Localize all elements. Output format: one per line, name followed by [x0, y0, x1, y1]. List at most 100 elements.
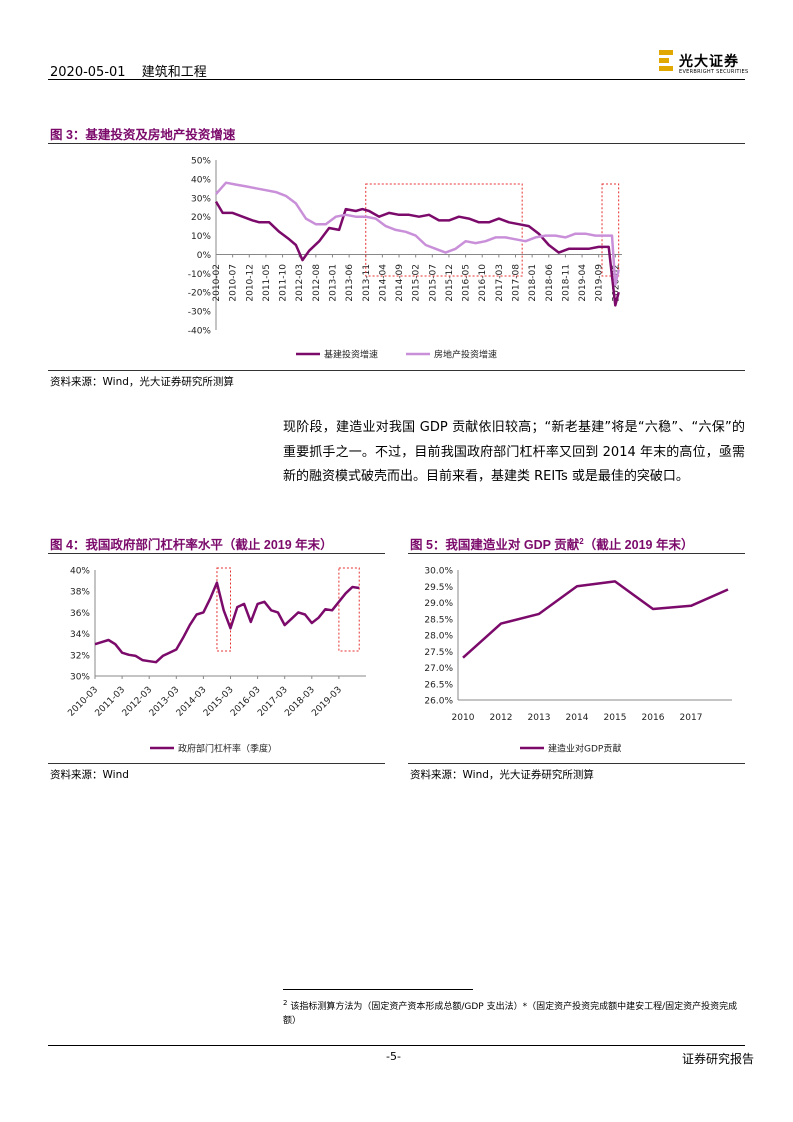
footnote-number: 2 [283, 999, 288, 1007]
y-tick-label: -20% [188, 289, 212, 299]
x-tick-label: 2010-07 [229, 264, 239, 302]
fig3-chart: 50% 40% 30% 20% 10% 0% -10% -20% -30% -40% 2010-02… [188, 157, 622, 361]
legend-label-1: 基建投资增速 [324, 349, 378, 361]
fig5-source: 资料来源：Wind，光大证券研究所测算 [410, 769, 594, 781]
series-line-1 [214, 200, 620, 307]
series-line-1 [462, 580, 729, 659]
y-tick-label: 30% [70, 673, 90, 683]
footnote: 2 该指标测算方法为（固定资产资本形成总额/GDP 支出法）*（固定资产投资完成… [283, 996, 745, 1028]
y-tick-label: 29.5% [424, 583, 453, 593]
body-paragraph: 现阶段，建造业对我国 GDP 贡献依旧较高；“新老基建”将是“六稳”、“六保”的… [283, 420, 745, 484]
everbright-logo: 光大证券 EVERBRIGHT SECURITIES [659, 50, 749, 78]
fig4-bottom-rule [48, 763, 385, 764]
y-tick-label: 32% [70, 651, 90, 661]
x-tick-label: 2017 [680, 713, 703, 723]
x-tick-label: 2019-03 [310, 685, 344, 719]
x-tick-label: 2014 [566, 713, 589, 723]
x-tick-label: 2012-03 [295, 264, 305, 302]
y-tick-label: -30% [188, 308, 212, 318]
footer-label: 证券研究报告 [682, 1052, 755, 1066]
x-tick-label: 2018-01 [528, 264, 538, 302]
y-tick-label: 34% [70, 630, 90, 640]
x-tick-label: 2016-05 [462, 264, 472, 302]
legend-label-2: 房地产投资增速 [434, 349, 497, 361]
y-tick-label: 36% [70, 609, 90, 619]
x-tick-label: 2012 [490, 713, 513, 723]
footer-rule [48, 1045, 745, 1046]
legend-label-1: 建造业对GDP贡献 [548, 743, 621, 755]
y-tick-label: 28.0% [424, 632, 453, 642]
x-tick-label: 2010-12 [245, 264, 255, 302]
fig5-title-tail: （截止 2019 年末） [583, 538, 694, 552]
fig4-title: 图 4：我国政府部门杠杆率水平（截止 2019 年末） [50, 538, 333, 552]
y-tick-label: 28.5% [424, 615, 453, 625]
fig5-chart: 30.0% 29.5% 29.0% 28.5% 28.0% 27.5% 27.0% 26.5%… [424, 567, 732, 755]
y-tick-label: -40% [188, 327, 212, 337]
y-tick-label: 26.5% [424, 680, 453, 690]
legend-label-1: 政府部门杠杆率（季度） [178, 743, 277, 755]
x-tick-label: 2014-04 [378, 264, 388, 302]
x-tick-label: 2013-01 [328, 264, 338, 302]
highlight-box [365, 183, 523, 277]
fig5-title-main: 图 5：我国建造业对 GDP 贡献 [410, 538, 580, 552]
fig5-bottom-rule [408, 763, 745, 764]
x-tick-label: 2016 [642, 713, 665, 723]
y-tick-label: 50% [191, 157, 211, 167]
report-section: 建筑和工程 [141, 65, 207, 80]
x-tick-label: 2017-08 [512, 264, 522, 302]
fig4-top-rule [48, 553, 385, 554]
x-tick-label: 2011-05 [262, 264, 272, 302]
x-tick-label: 2010 [452, 713, 475, 723]
x-tick-label: 2015-07 [428, 264, 438, 302]
highlight-box [338, 567, 360, 652]
fig5-title-sup: 2 [579, 536, 584, 546]
y-tick-label: 27.5% [424, 648, 453, 658]
fig5-title: 图 5：我国建造业对 GDP 贡献2（截止 2019 年末） [410, 534, 693, 553]
x-tick-label: 2018-11 [561, 264, 571, 302]
x-tick-label: 2014-09 [395, 264, 405, 302]
y-tick-label: 26.0% [424, 697, 453, 707]
page-header: 2020-05-01 建筑和工程 [50, 61, 219, 80]
y-tick-label: 0% [197, 251, 212, 261]
logo-en-text: EVERBRIGHT SECURITIES [679, 69, 749, 75]
fig3-top-rule [48, 143, 745, 144]
highlight-box [601, 183, 620, 277]
y-tick-label: 10% [191, 232, 211, 242]
series-line-1 [94, 581, 360, 664]
x-tick-label: 2013 [528, 713, 551, 723]
x-tick-label: 2017-03 [495, 264, 505, 302]
fig4-source: 资料来源：Wind [50, 769, 129, 781]
footnote-rule [283, 989, 473, 990]
y-tick-label: 40% [70, 567, 90, 577]
x-tick-label: 2015 [604, 713, 627, 723]
x-tick-label: 2011-10 [279, 264, 289, 302]
x-tick-label: 2019-09 [595, 264, 605, 302]
fig3-title: 图 3：基建投资及房地产投资增速 [50, 128, 236, 142]
fig5-top-rule [408, 553, 745, 554]
fig4-chart: 40%38%36%34%32%30%2010-032011-032012-032… [66, 567, 366, 755]
y-tick-label: 30% [191, 194, 211, 204]
x-tick-label: 2016-10 [478, 264, 488, 302]
x-tick-label: 2019-04 [578, 264, 588, 302]
x-tick-label: 2015-02 [412, 264, 422, 302]
footnote-text: 该指标测算方法为（固定资产资本形成总额/GDP 支出法）*（固定资产投资完成额中… [283, 1002, 738, 1026]
x-tick-label: 2018-06 [545, 264, 555, 302]
header-rule [48, 79, 745, 80]
logo-cn-text: 光大证券 [679, 54, 739, 70]
y-tick-label: 40% [191, 175, 211, 185]
y-tick-label: 38% [70, 588, 90, 598]
x-tick-label: 2010-02 [212, 264, 222, 302]
x-tick-label: 2013-06 [345, 264, 355, 302]
fig3-source: 资料来源：Wind，光大证券研究所测算 [50, 376, 234, 388]
report-date: 2020-05-01 [50, 65, 126, 80]
x-tick-label: 2015-12 [445, 264, 455, 302]
y-tick-label: -10% [188, 270, 212, 280]
y-tick-label: 30.0% [424, 567, 453, 577]
x-tick-label: 2013-11 [362, 264, 372, 302]
y-tick-label: 29.0% [424, 599, 453, 609]
page-number: -5- [386, 1050, 401, 1063]
series-line-2 [215, 181, 620, 286]
y-tick-label: 27.0% [424, 664, 453, 674]
x-tick-label: 2012-08 [312, 264, 322, 302]
y-tick-label: 20% [191, 213, 211, 223]
